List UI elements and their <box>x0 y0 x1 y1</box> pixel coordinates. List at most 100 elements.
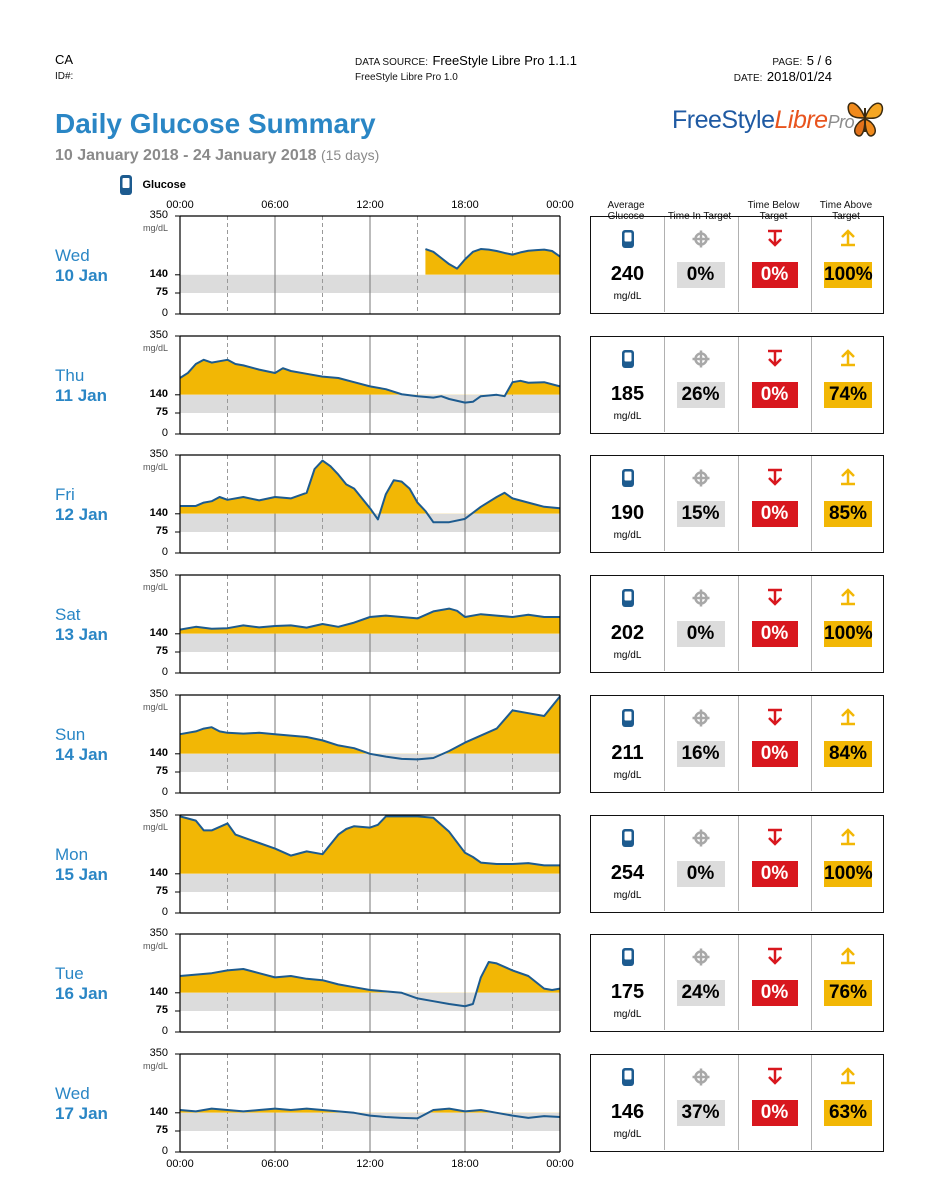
average-glucose-unit: mg/dL <box>613 650 642 661</box>
stats-column-divider <box>738 696 739 791</box>
time-tick-label: 12:00 <box>356 1158 384 1170</box>
glucose-sensor-icon <box>621 1068 634 1086</box>
glucose-sensor-icon <box>621 589 634 607</box>
y-axis-label: 140 <box>149 1105 168 1118</box>
average-glucose-unit: mg/dL <box>613 770 642 781</box>
time-above-target-value: 74% <box>824 382 872 408</box>
time-below-target-value: 0% <box>751 382 798 408</box>
daily-stats-box: 146 mg/dL 37% 0% 63% <box>590 1054 884 1152</box>
stats-column-divider <box>664 816 665 911</box>
above-target-fill <box>180 359 560 395</box>
y-axis-label: 0 <box>161 786 168 798</box>
y-axis-label: 75 <box>155 645 168 657</box>
y-axis-unit: mg/dL <box>142 223 168 233</box>
time-in-target-value: 15% <box>676 501 725 527</box>
y-axis-unit: mg/dL <box>142 582 168 592</box>
daily-glucose-chart <box>175 335 561 435</box>
y-axis-label: 140 <box>149 626 168 639</box>
y-axis-label: 75 <box>155 286 168 298</box>
data-source-value: FreeStyle Libre Pro 1.1.1 <box>432 53 577 68</box>
target-crosshair-icon <box>692 350 709 368</box>
y-axis-label: 140 <box>149 387 168 400</box>
y-axis-label: 0 <box>161 427 168 439</box>
stats-column-divider <box>738 935 739 1030</box>
average-glucose-value: 190 <box>610 502 645 524</box>
arrow-up-icon <box>841 588 855 606</box>
glucose-trace-line <box>179 607 560 631</box>
time-tick-label: 06:00 <box>261 1158 289 1170</box>
glucose-trace-line <box>179 1107 561 1120</box>
y-axis-label: 350 <box>149 209 168 221</box>
stats-column-divider <box>811 456 812 551</box>
stats-column-divider <box>738 217 739 312</box>
y-axis-label: 350 <box>149 927 168 939</box>
arrow-up-icon <box>841 828 855 846</box>
daily-glucose-chart <box>175 1053 561 1153</box>
time-below-target-value: 0% <box>751 980 798 1006</box>
stats-column-divider <box>738 576 739 671</box>
logo-freestyle: FreeStyle <box>672 106 775 134</box>
y-axis-label: 140 <box>149 267 168 280</box>
time-above-target-value: 100% <box>824 621 873 647</box>
stats-column-divider <box>811 576 812 671</box>
time-above-target-value: 100% <box>824 262 873 288</box>
day-date: 17 Jan <box>55 1104 108 1123</box>
target-crosshair-icon <box>692 589 709 607</box>
arrow-up-icon <box>841 468 855 486</box>
time-above-target-value: 100% <box>824 861 873 887</box>
stats-column-divider <box>811 1055 812 1150</box>
arrow-down-icon <box>767 349 782 367</box>
stats-column-divider <box>738 456 739 551</box>
average-glucose-value: 202 <box>610 622 645 644</box>
freestyle-libre-pro-logo: FreeStyleLibrePro <box>672 106 855 135</box>
y-axis-label: 0 <box>161 666 168 678</box>
stats-column-divider <box>664 576 665 671</box>
average-glucose-value: 211 <box>611 742 644 764</box>
report-range-days: (15 days) <box>320 147 380 163</box>
y-axis-label: 140 <box>149 506 168 519</box>
time-tick-label: 00:00 <box>546 199 574 211</box>
y-axis-label: 75 <box>155 1124 168 1136</box>
reader-model: FreeStyle Libre Pro 1.0 <box>355 72 458 83</box>
time-above-target-value: 63% <box>824 1100 872 1126</box>
target-crosshair-icon <box>692 829 709 847</box>
butterfly-icon <box>847 102 884 137</box>
y-axis-label: 350 <box>149 1047 168 1059</box>
time-tick-label: 12:00 <box>356 199 384 211</box>
arrow-down-icon <box>767 947 782 965</box>
time-above-target-value: 84% <box>824 741 872 767</box>
day-date: 14 Jan <box>55 745 108 764</box>
time-in-target-value: 0% <box>676 621 725 647</box>
average-glucose-value: 185 <box>610 383 645 405</box>
date-value: 2018/01/24 <box>766 69 832 84</box>
day-weekday: Sat <box>55 605 81 624</box>
daily-stats-box: 240 mg/dL 0% 0% 100% <box>590 216 884 314</box>
y-axis-label: 350 <box>149 688 168 700</box>
glucose-sensor-icon <box>621 469 634 487</box>
time-below-target-value: 0% <box>751 501 798 527</box>
time-tick-label: 18:00 <box>451 1158 479 1170</box>
arrow-up-icon <box>841 349 855 367</box>
stats-column-divider <box>811 217 812 312</box>
time-above-target-value: 76% <box>824 980 872 1006</box>
glucose-trace-line <box>180 459 561 524</box>
time-tick-label: 00:00 <box>546 1158 574 1170</box>
arrow-down-icon <box>767 229 782 247</box>
average-glucose-unit: mg/dL <box>613 291 642 302</box>
daily-glucose-chart <box>175 694 561 794</box>
logo-libre: Libre <box>774 106 828 134</box>
time-tick-label: 00:00 <box>166 199 194 211</box>
day-weekday: Wed <box>55 246 90 265</box>
stats-column-divider <box>664 217 665 312</box>
arrow-down-icon <box>767 1067 782 1085</box>
y-axis-label: 75 <box>155 765 168 777</box>
target-crosshair-icon <box>692 1068 709 1086</box>
average-glucose-value: 240 <box>610 263 645 285</box>
time-tick-label: 00:00 <box>166 1158 194 1170</box>
stats-column-divider <box>738 816 739 911</box>
daily-stats-box: 175 mg/dL 24% 0% 76% <box>590 934 884 1032</box>
daily-glucose-chart <box>175 933 561 1033</box>
arrow-down-icon <box>767 828 782 846</box>
target-crosshair-icon <box>692 469 709 487</box>
glucose-sensor-icon <box>621 948 634 966</box>
